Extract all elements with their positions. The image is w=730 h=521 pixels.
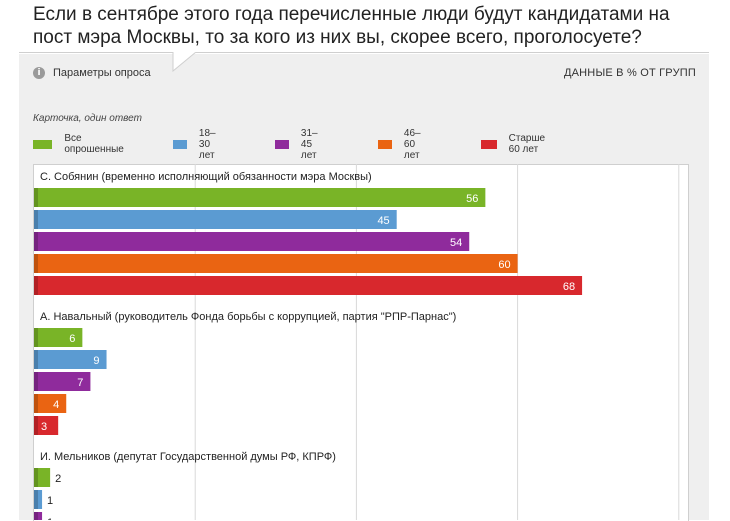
legend-swatch (173, 139, 187, 149)
card-note: Карточка, один ответ (33, 113, 142, 124)
bar-chart: С. Собянин (временно исполняющий обязанн… (34, 164, 680, 520)
bar-edge (34, 232, 38, 251)
data-label: 60 (498, 259, 510, 271)
bar[interactable] (34, 394, 67, 413)
data-label: 4 (53, 399, 59, 411)
data-units-label: ДАННЫЕ В % ОТ ГРУПП (563, 67, 696, 79)
bar[interactable] (34, 276, 583, 295)
legend-item[interactable]: 18–30 лет (173, 128, 226, 161)
bar-edge (34, 254, 38, 273)
legend-swatch (481, 139, 497, 149)
legend-label: 31–45 лет (300, 127, 318, 161)
legend-item[interactable]: Все опрошенные (33, 133, 128, 155)
data-label: 6 (69, 333, 75, 345)
bar-edge (34, 276, 38, 295)
bar-edge (34, 468, 38, 487)
bar-edge (34, 210, 38, 229)
data-label: 68 (563, 281, 575, 293)
category-label: С. Собянин (временно исполняющий обязанн… (40, 171, 372, 183)
legend-item[interactable]: Старше 60 лет (481, 133, 553, 155)
legend-item[interactable]: 46–60 лет (378, 128, 431, 161)
category-label: И. Мельников (депутат Государственной ду… (40, 451, 336, 463)
bar[interactable] (34, 350, 107, 369)
question-title: Если в сентябре этого года перечисленные… (33, 4, 670, 48)
category-label: А. Навальный (руководитель Фонда борьбы … (40, 311, 456, 323)
info-icon: i (33, 67, 45, 79)
bar-edge (34, 188, 38, 207)
header-divider (196, 52, 709, 53)
bar[interactable] (34, 512, 43, 520)
divider-notch (172, 52, 197, 72)
bar[interactable] (34, 188, 486, 207)
legend-item[interactable]: 31–45 лет (275, 128, 328, 161)
bar[interactable] (34, 328, 83, 347)
data-label: 9 (93, 355, 99, 367)
legend-swatch (275, 139, 289, 149)
bar[interactable] (34, 232, 470, 251)
bar-edge (34, 350, 38, 369)
bar[interactable] (34, 254, 518, 273)
bar[interactable] (34, 468, 51, 487)
legend-label: 46–60 лет (403, 127, 421, 161)
params-label: Параметры опроса (53, 67, 151, 79)
legend-label: 18–30 лет (198, 127, 216, 161)
data-label: 45 (377, 215, 389, 227)
header-divider (19, 52, 181, 53)
bar[interactable] (34, 372, 91, 391)
legend-swatch (33, 139, 53, 149)
bar[interactable] (34, 490, 43, 509)
data-label: 7 (77, 377, 83, 389)
legend-label: Старше 60 лет (508, 133, 546, 155)
data-label: 3 (41, 421, 47, 433)
bar-edge (34, 416, 38, 435)
bar[interactable] (34, 416, 59, 435)
bar-edge (34, 394, 38, 413)
bar-edge (34, 328, 38, 347)
legend-label: Все опрошенные (64, 133, 124, 155)
data-label: 54 (450, 237, 462, 249)
bar[interactable] (34, 210, 397, 229)
params-toggle[interactable]: i Параметры опроса (33, 66, 151, 80)
data-label: 1 (47, 517, 53, 520)
bar-edge (34, 490, 38, 509)
bar-edge (34, 512, 38, 520)
legend-swatch (378, 139, 392, 149)
data-label: 56 (466, 193, 478, 205)
data-label: 2 (55, 473, 61, 485)
data-label: 1 (47, 495, 53, 507)
bar-edge (34, 372, 38, 391)
